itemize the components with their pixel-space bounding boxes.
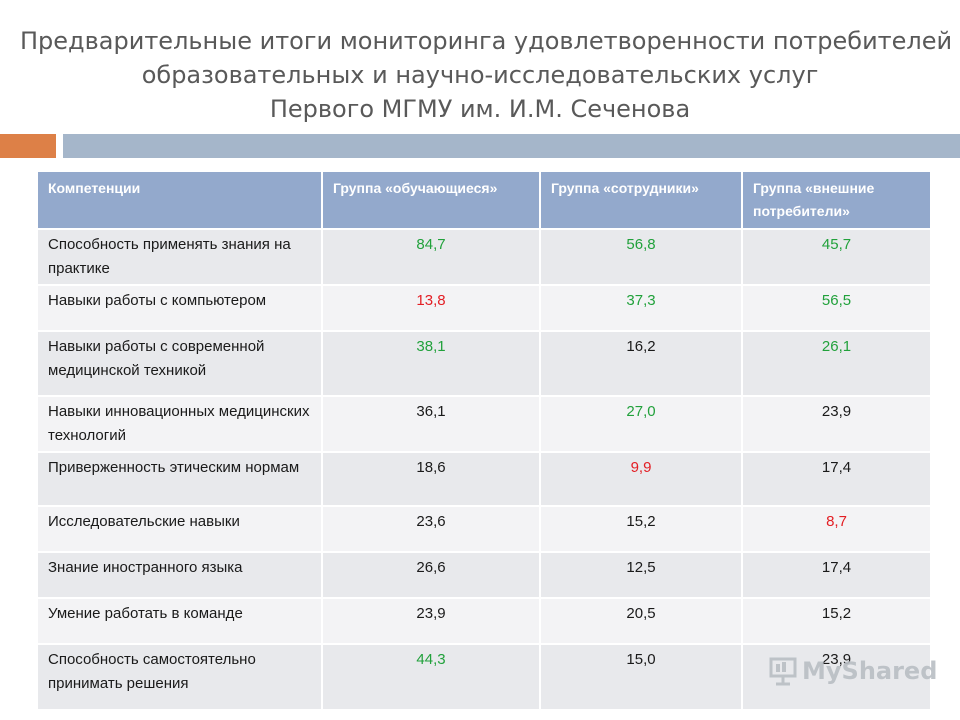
value-students: 13,8 — [322, 284, 541, 331]
watermark: MyShared — [768, 656, 937, 686]
value-external: 26,1 — [742, 330, 930, 396]
title-line-3: Первого МГМУ им. И.М. Сеченова — [269, 95, 691, 123]
competency-label: Умение работать в команде — [38, 597, 323, 644]
value-students: 18,6 — [322, 451, 541, 506]
table-body: Способность применять знания на практике… — [38, 228, 930, 709]
competency-label: Способность самостоятельно принимать реш… — [38, 643, 323, 709]
value-students: 44,3 — [322, 643, 541, 709]
competency-label: Исследовательские навыки — [38, 505, 323, 552]
value-students: 36,1 — [322, 395, 541, 452]
table-row: Знание иностранного языка 26,6 12,5 17,4 — [38, 551, 930, 598]
table-row: Умение работать в команде 23,9 20,5 15,2 — [38, 597, 930, 644]
table-row: Способность применять знания на практике… — [38, 228, 930, 285]
value-staff: 12,5 — [540, 551, 743, 598]
value-staff: 15,2 — [540, 505, 743, 552]
value-external: 17,4 — [742, 451, 930, 506]
competency-label: Навыки работы с современной медицинской … — [38, 330, 323, 396]
title-line-1: Предварительные итоги мониторинга удовле… — [20, 27, 953, 55]
table-row: Навыки инновационных медицинских техноло… — [38, 395, 930, 452]
competency-label: Навыки инновационных медицинских техноло… — [38, 395, 323, 452]
value-students: 38,1 — [322, 330, 541, 396]
value-staff: 15,0 — [540, 643, 743, 709]
table-row: Приверженность этическим нормам 18,6 9,9 17… — [38, 451, 930, 506]
title-accent-bar-blue — [63, 134, 960, 158]
title-line-2: образовательных и научно-исследовательск… — [141, 61, 819, 89]
table-row: Навыки работы с компьютером 13,8 37,3 56,5 — [38, 284, 930, 331]
competency-label: Способность применять знания на практике — [38, 228, 323, 285]
value-external: 23,9 — [742, 395, 930, 452]
header-staff: Группа «сотрудники» — [540, 172, 743, 229]
competency-label: Знание иностранного языка — [38, 551, 323, 598]
header-students: Группа «обучающиеся» — [322, 172, 541, 229]
value-external: 56,5 — [742, 284, 930, 331]
competency-label: Приверженность этическим нормам — [38, 451, 323, 506]
value-external: 45,7 — [742, 228, 930, 285]
value-students: 26,6 — [322, 551, 541, 598]
table-row: Исследовательские навыки 23,6 15,2 8,7 — [38, 505, 930, 552]
results-table: Компетенции Группа «обучающиеся» Группа … — [38, 172, 930, 709]
value-students: 84,7 — [322, 228, 541, 285]
value-staff: 16,2 — [540, 330, 743, 396]
presentation-board-icon — [769, 657, 797, 686]
value-staff: 27,0 — [540, 395, 743, 452]
value-staff: 9,9 — [540, 451, 743, 506]
value-external: 8,7 — [742, 505, 930, 552]
value-staff: 37,3 — [540, 284, 743, 331]
value-staff: 20,5 — [540, 597, 743, 644]
value-staff: 56,8 — [540, 228, 743, 285]
table-row: Навыки работы с современной медицинской … — [38, 330, 930, 396]
value-external: 17,4 — [742, 551, 930, 598]
watermark-text: MyShared — [802, 657, 938, 685]
title-accent-bar-orange — [0, 134, 56, 158]
value-students: 23,6 — [322, 505, 541, 552]
header-external: Группа «внешние потребители» — [742, 172, 930, 229]
competency-label: Навыки работы с компьютером — [38, 284, 323, 331]
value-students: 23,9 — [322, 597, 541, 644]
value-external: 15,2 — [742, 597, 930, 644]
table-header-row: Компетенции Группа «обучающиеся» Группа … — [38, 172, 930, 229]
header-competencies: Компетенции — [38, 172, 323, 229]
slide-title: Предварительные итоги мониторинга удовле… — [20, 24, 953, 126]
